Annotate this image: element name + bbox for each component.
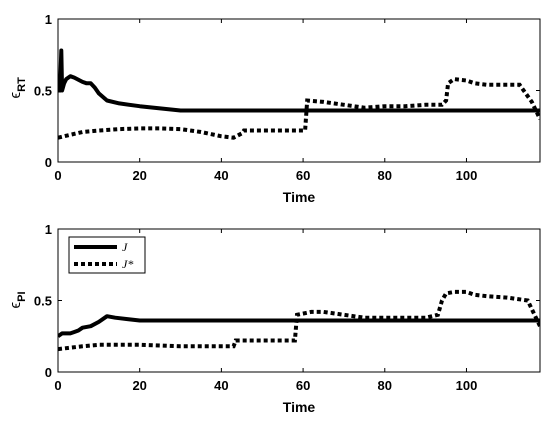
y-axis-subscript: RT <box>16 77 28 92</box>
axes-box <box>57 18 541 163</box>
x-tick-label: 20 <box>132 378 146 393</box>
chart-panel-2: 0 20 40 60 80 100 0 0.5 1 Time ϵPI J J* <box>7 222 541 415</box>
x-tick-label: 20 <box>132 168 146 183</box>
x-tick-label: 80 <box>378 378 392 393</box>
legend-label: J* <box>122 257 133 271</box>
x-tick-label: 60 <box>296 378 310 393</box>
legend-box <box>68 236 146 274</box>
y-tick-label: 0.5 <box>34 84 52 99</box>
x-tick-label: 0 <box>54 168 61 183</box>
chart-panel-1: 0 20 40 60 80 100 0 0.5 1 Time ϵRT <box>7 12 541 205</box>
solid-series-line <box>58 314 540 338</box>
x-tick-label: 60 <box>296 168 310 183</box>
y-axis-subscript: PI <box>16 291 28 301</box>
x-tick-label: 80 <box>378 168 392 183</box>
legend-label: J <box>122 240 128 254</box>
dotted-series-line <box>58 289 540 352</box>
y-tick-label: 0.5 <box>34 294 52 309</box>
x-axis-label: Time <box>283 189 316 205</box>
y-axis-symbol: ϵ <box>7 92 24 99</box>
x-tick-label: 100 <box>456 378 478 393</box>
x-tick-label: 100 <box>456 168 478 183</box>
dotted-series-line <box>58 77 540 140</box>
y-axis-label: ϵPI <box>7 291 28 308</box>
x-tick-label: 40 <box>214 378 228 393</box>
y-axis-label: ϵRT <box>7 77 28 99</box>
solid-series-line <box>58 48 540 113</box>
x-tick-label: 0 <box>54 378 61 393</box>
x-tick-label: 40 <box>214 168 228 183</box>
y-tick-label: 0 <box>45 365 52 380</box>
y-tick-label: 1 <box>45 222 52 237</box>
y-tick-label: 1 <box>45 12 52 27</box>
y-tick-label: 0 <box>45 155 52 170</box>
legend: J J* <box>68 236 146 274</box>
x-axis-label: Time <box>283 399 316 415</box>
y-axis-symbol: ϵ <box>7 302 24 309</box>
